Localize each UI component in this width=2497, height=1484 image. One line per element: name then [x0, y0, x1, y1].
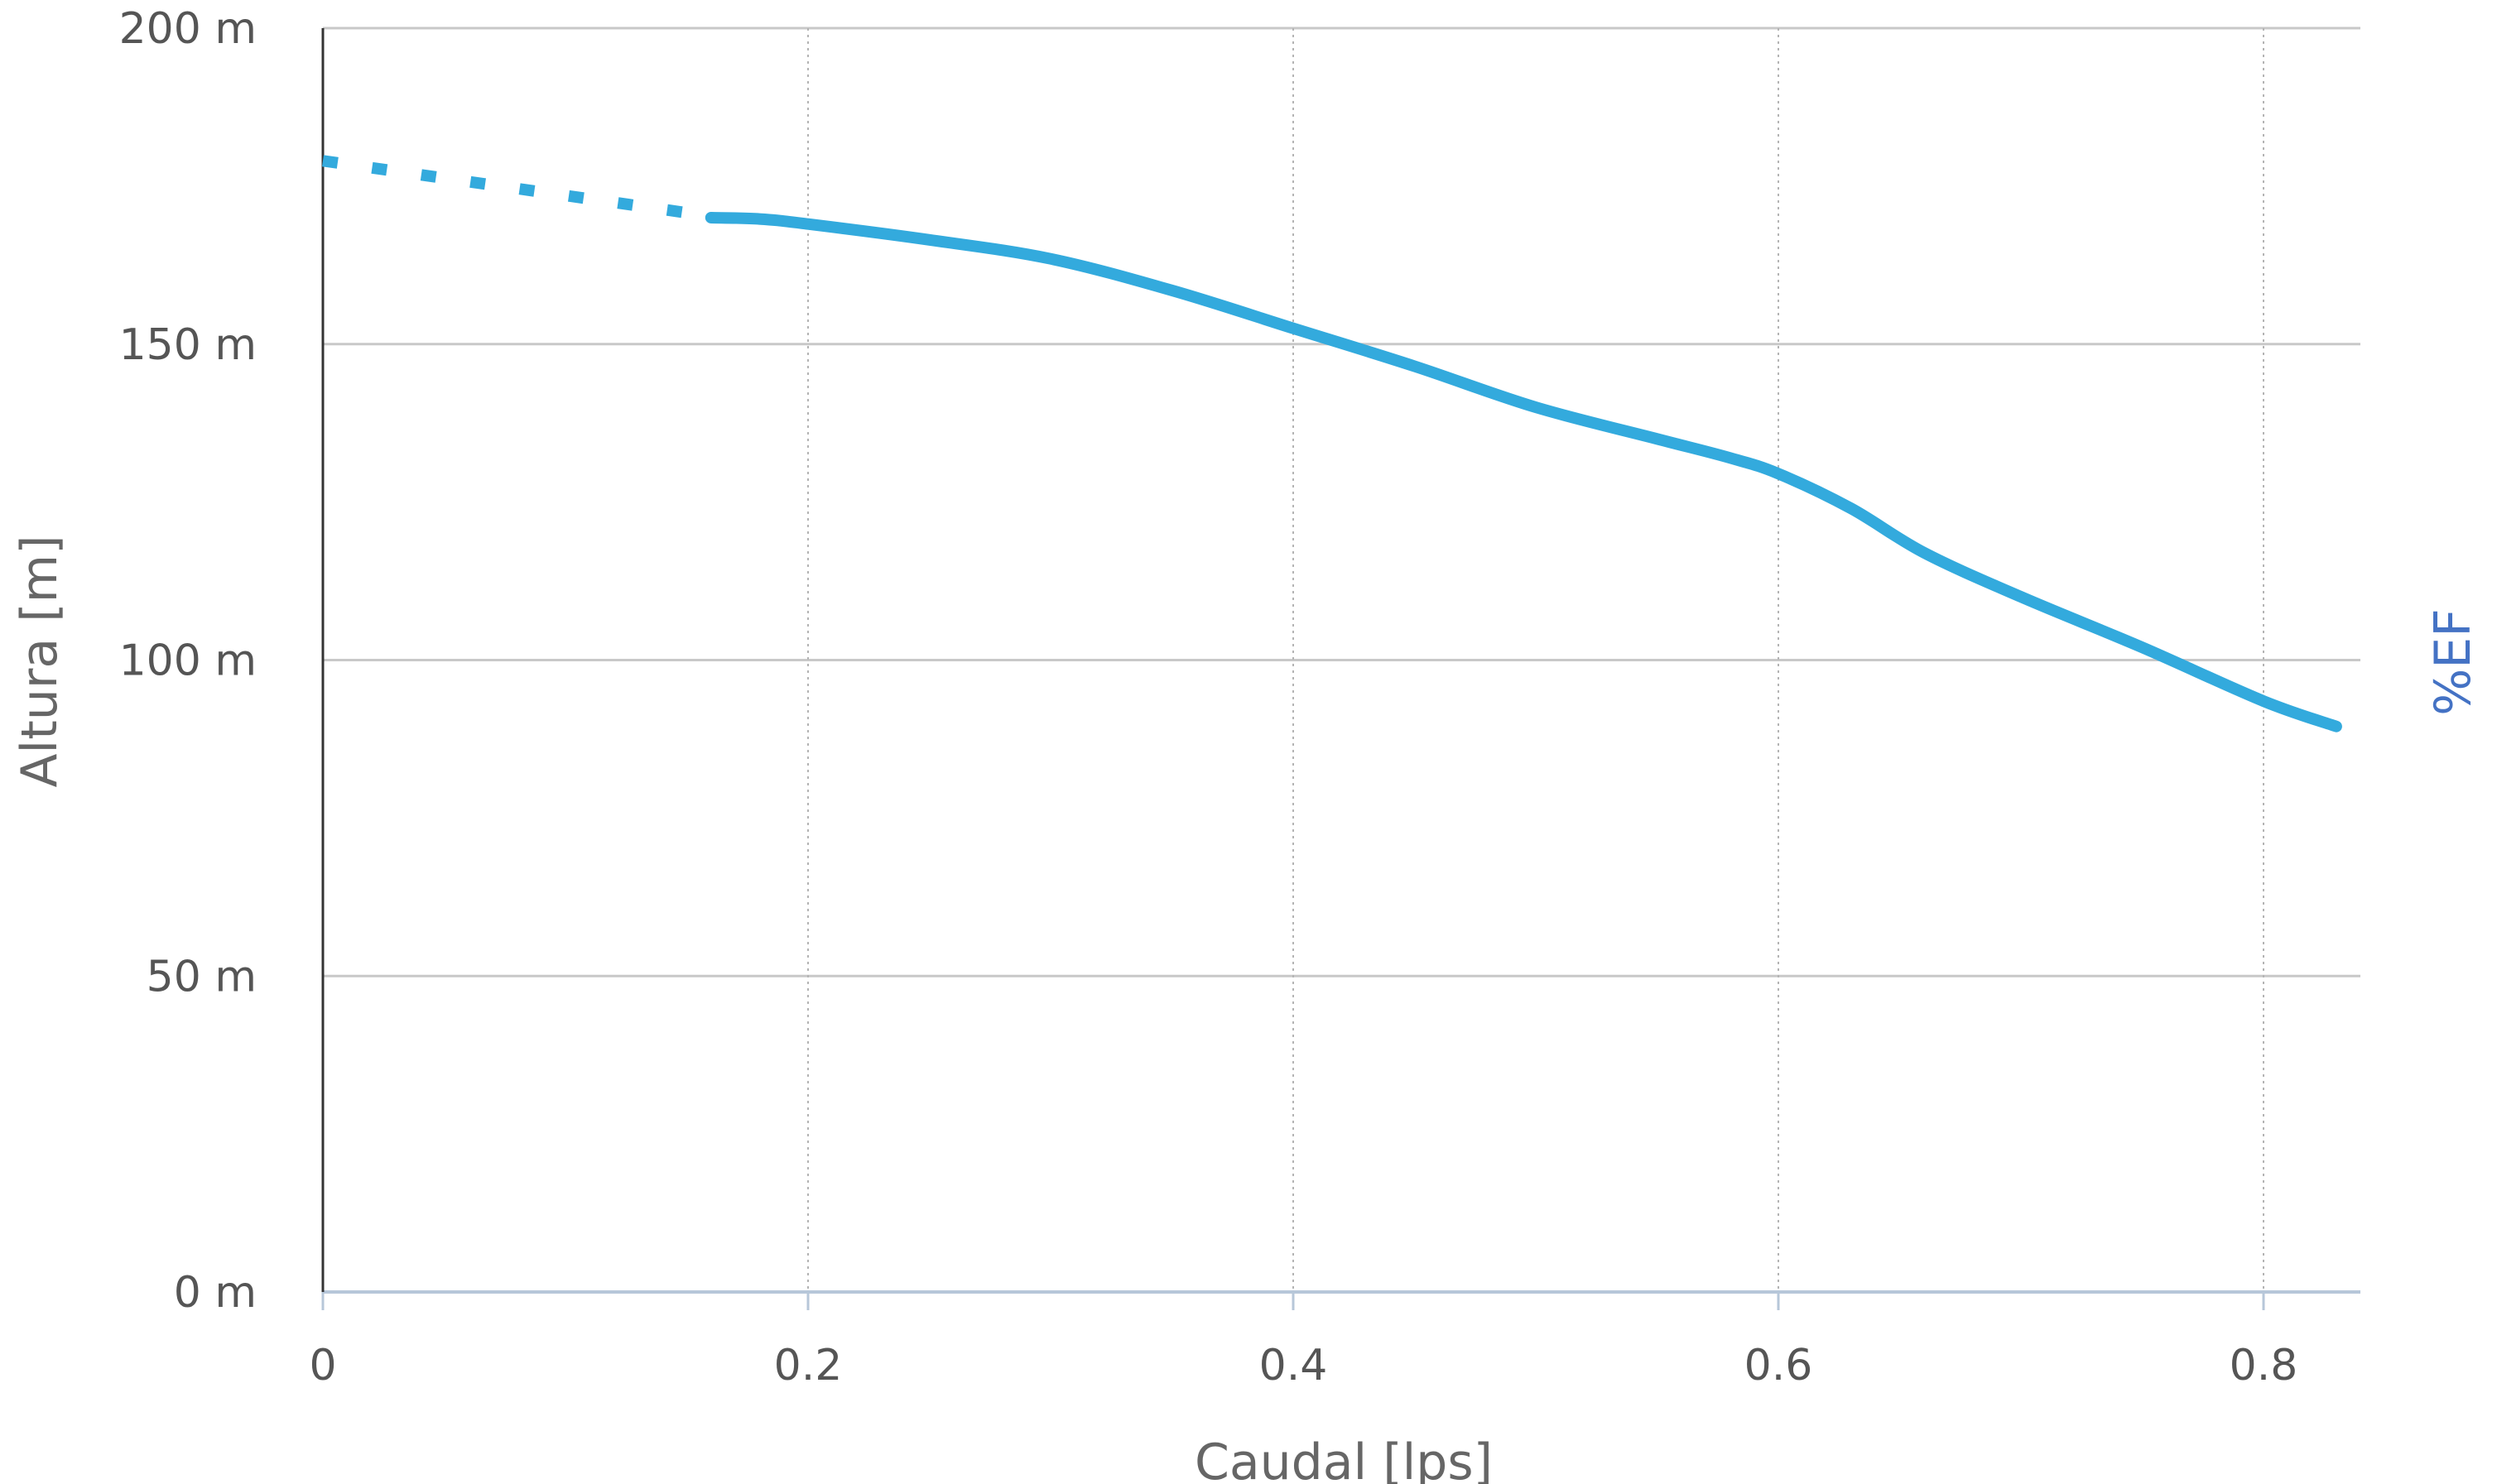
series-lines — [322, 155, 2342, 732]
axes — [321, 28, 2360, 1310]
x-tick-label: 0.6 — [1744, 1341, 1813, 1390]
y-tick-label: 0 m — [174, 1268, 257, 1318]
x-tick-label: 0.2 — [774, 1341, 843, 1390]
y-tick-label: 100 m — [119, 636, 257, 686]
y-axis-title: Altura [m] — [11, 535, 69, 787]
x-axis-title: Caudal [lps] — [1195, 1434, 1493, 1484]
head-curve-extrapolated — [322, 155, 700, 221]
x-tick-label: 0 — [309, 1341, 336, 1390]
y-tick-label: 150 m — [119, 320, 257, 370]
x-tick-label: 0.8 — [2230, 1341, 2298, 1390]
grid-lines — [323, 26, 2360, 1292]
y-tick-label: 200 m — [119, 4, 257, 54]
head-curve — [705, 212, 2342, 732]
right-axis-title: %EF — [2424, 608, 2482, 715]
tick-labels: 0 m 50 m 100 m 150 m 200 m 0 0.2 0.4 0.6 0.8 — [119, 4, 2298, 1390]
y-tick-label: 50 m — [147, 952, 257, 1001]
x-tick-label: 0.4 — [1259, 1341, 1328, 1390]
